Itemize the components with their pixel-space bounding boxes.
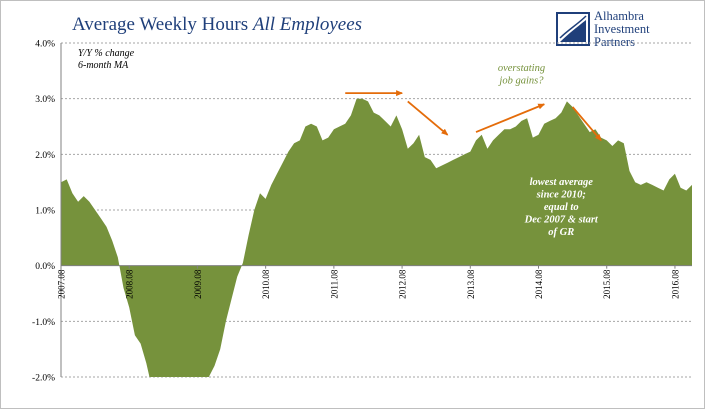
annotation-line: of GR <box>548 227 574 238</box>
annotation-line: Dec 2007 & start <box>524 214 599 225</box>
x-tick-label: 2011.08 <box>329 269 339 298</box>
chart-subtitle-line: Y/Y % change <box>78 48 135 59</box>
annotation-line: since 2010; <box>536 189 586 200</box>
logo-line-2: Investment <box>594 22 650 36</box>
annotation-line: job gains? <box>497 75 544 86</box>
x-tick-label: 2009.08 <box>193 269 203 299</box>
logo-text: Alhambra Investment Partners <box>594 10 650 49</box>
y-tick-label: -1.0% <box>32 318 55 328</box>
chart-title: Average Weekly Hours All Employees <box>72 14 362 36</box>
title-main-text: Average Weekly Hours <box>72 14 253 35</box>
annotation-line: equal to <box>544 202 579 213</box>
x-tick-label: 2008.08 <box>125 269 135 299</box>
annotation-line: overstating <box>498 63 545 74</box>
annotation-line: lowest average <box>530 177 594 188</box>
x-tick-label: 2015.08 <box>602 269 612 299</box>
logo-line-3: Partners <box>594 35 635 49</box>
data-area-series <box>61 98 692 377</box>
y-tick-label: 3.0% <box>35 95 55 105</box>
trend-arrow <box>407 100 449 136</box>
y-tick-label: 2.0% <box>35 151 55 161</box>
trend-arrow <box>571 106 602 142</box>
chart-subtitle-line: 6-month MA <box>78 60 129 71</box>
title-italic-text: All Employees <box>252 14 363 35</box>
y-tick-label: -2.0% <box>32 374 55 384</box>
x-tick-label: 2013.08 <box>466 269 476 299</box>
x-tick-label: 2016.08 <box>670 269 680 299</box>
trend-arrow <box>475 103 546 133</box>
x-tick-label: 2012.08 <box>398 269 408 299</box>
y-tick-label: 1.0% <box>35 207 55 217</box>
brand-logo: Alhambra Investment Partners <box>556 8 701 56</box>
x-tick-label: 2014.08 <box>534 269 544 299</box>
alhambra-logo-icon <box>556 12 590 46</box>
y-tick-label: 0.0% <box>35 262 55 272</box>
x-tick-label: 2007.08 <box>57 269 67 299</box>
x-tick-label: 2010.08 <box>261 269 271 299</box>
y-tick-label: 4.0% <box>35 40 55 50</box>
logo-line-1: Alhambra <box>594 9 644 23</box>
